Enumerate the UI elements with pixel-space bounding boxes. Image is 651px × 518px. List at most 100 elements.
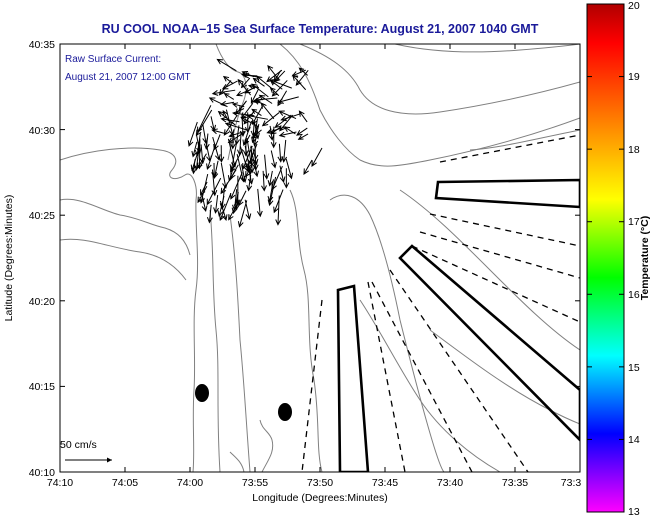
colorbar-label: Temperature (°C) [639,216,651,301]
x-tick-label: 74:00 [177,477,203,489]
current-vector [277,96,299,104]
y-tick-label: 40:30 [29,125,55,137]
x-axis-label: Longitude (Degrees:Minutes) [252,492,387,504]
current-vector [278,131,297,138]
current-vector [297,133,309,140]
current-vector [218,145,225,163]
current-vector [211,128,226,135]
current-vector [278,110,297,120]
surface-current-vectors [187,58,323,228]
current-vector [246,174,253,192]
colorbar-tick-label: 18 [628,144,640,156]
colorbar-tick-label: 14 [628,434,640,446]
y-tick-label: 40:35 [29,39,55,51]
current-vector [212,136,221,161]
current-vector [269,78,292,89]
x-tick-label: 73:35 [502,477,528,489]
tick-marks [59,43,581,473]
current-vector [298,110,308,123]
y-axis-label: Latitude (Degrees:Minutes) [3,195,15,322]
current-vector [235,85,259,97]
current-vector [234,125,240,146]
observation-marker [195,384,209,402]
current-vector [275,195,282,226]
current-vector [233,194,240,211]
observation-markers [195,384,292,421]
current-vector [252,140,259,171]
current-vector [199,173,209,204]
x-tick-label: 73:3 [561,477,582,489]
current-vector [199,144,206,165]
current-vector [251,105,264,126]
current-vector [212,160,219,180]
current-vector [267,179,274,203]
radial-dash-lines [301,134,580,472]
observation-marker [278,403,292,421]
current-vector [223,93,235,100]
colorbar-tick-label: 19 [628,71,640,83]
current-vector [197,105,212,134]
x-tick-labels: 74:10 74:05 74:00 73:55 73:50 73:45 73:4… [47,477,582,489]
current-vector [256,188,263,218]
current-vector [228,130,245,138]
current-vector [274,114,292,129]
x-tick-label: 74:10 [47,477,73,489]
current-vector [251,83,269,98]
current-vector [266,69,283,83]
current-vector [279,114,294,132]
map-content [60,44,580,472]
current-vector [224,122,249,131]
x-tick-label: 74:05 [112,477,138,489]
y-tick-label: 40:10 [29,467,55,479]
current-vector [208,97,228,108]
current-vector [267,64,280,80]
current-vector [187,121,198,147]
current-vector [216,58,237,72]
current-vector [196,138,203,170]
colorbar-tick-label: 16 [628,289,640,301]
current-vector [270,150,277,169]
current-vector [191,159,197,175]
colorbar-tick-label: 17 [628,216,640,228]
current-vector [206,204,213,224]
x-tick-label: 73:40 [437,477,463,489]
current-vector [194,133,201,157]
current-vector [211,89,236,96]
current-vector [237,200,248,228]
y-tick-label: 40:20 [29,296,55,308]
y-tick-label: 40:15 [29,381,55,393]
colorbar-tick-label: 20 [628,0,640,12]
current-vector [296,127,308,136]
colorbar-ramp [586,3,625,513]
colorbar-tick-label: 15 [628,362,640,374]
current-vector [285,158,294,180]
current-vector [291,69,306,77]
current-vector [258,94,273,104]
current-vector [247,163,254,185]
current-vector [222,75,234,85]
current-vector [271,80,288,97]
annotation-line-1: Raw Surface Current: [65,54,161,65]
current-vector [237,132,243,156]
current-vector [292,74,307,91]
scale-label: 50 cm/s [60,439,97,451]
colorbar: 20 19 18 17 16 15 14 13 Temperature (°C) [586,0,651,518]
current-vector [244,199,252,221]
current-vector [263,154,270,180]
current-vector [267,176,277,207]
current-vector [191,141,198,158]
current-vector [267,170,274,187]
current-vector [253,99,266,106]
current-vector [210,116,217,132]
y-tick-labels: 40:35 40:30 40:25 40:20 40:15 40:10 [29,39,55,479]
current-vector [238,101,247,112]
current-vector [219,186,226,210]
plot-frame [59,43,581,473]
current-vector [219,193,232,222]
current-vector [260,102,275,120]
current-vector [202,123,209,145]
current-vector [217,110,236,126]
current-vector [261,170,267,192]
current-vector [244,134,251,145]
